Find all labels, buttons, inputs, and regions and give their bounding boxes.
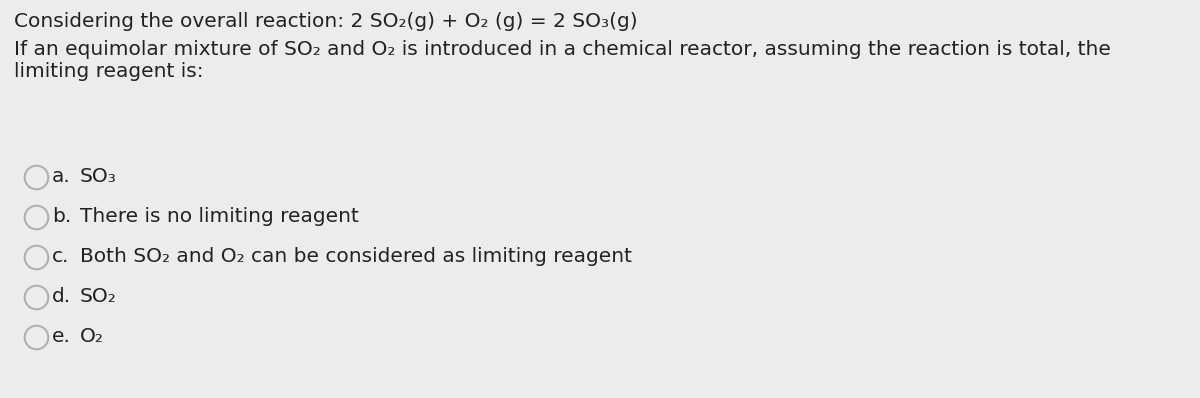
Text: SO₃: SO₃ [80,168,116,187]
Text: b.: b. [52,207,71,226]
Text: If an equimolar mixture of SO₂ and O₂ is introduced in a chemical reactor, assum: If an equimolar mixture of SO₂ and O₂ is… [14,40,1111,59]
Text: Both SO₂ and O₂ can be considered as limiting reagent: Both SO₂ and O₂ can be considered as lim… [80,248,632,267]
Text: a.: a. [52,168,71,187]
Text: Considering the overall reaction: 2 SO₂(g) + O₂ (g) = 2 SO₃(g): Considering the overall reaction: 2 SO₂(… [14,12,637,31]
Text: SO₂: SO₂ [80,287,116,306]
Text: limiting reagent is:: limiting reagent is: [14,62,204,81]
Text: There is no limiting reagent: There is no limiting reagent [80,207,359,226]
Text: e.: e. [52,328,71,347]
Text: d.: d. [52,287,71,306]
Text: O₂: O₂ [80,328,104,347]
Text: c.: c. [52,248,70,267]
